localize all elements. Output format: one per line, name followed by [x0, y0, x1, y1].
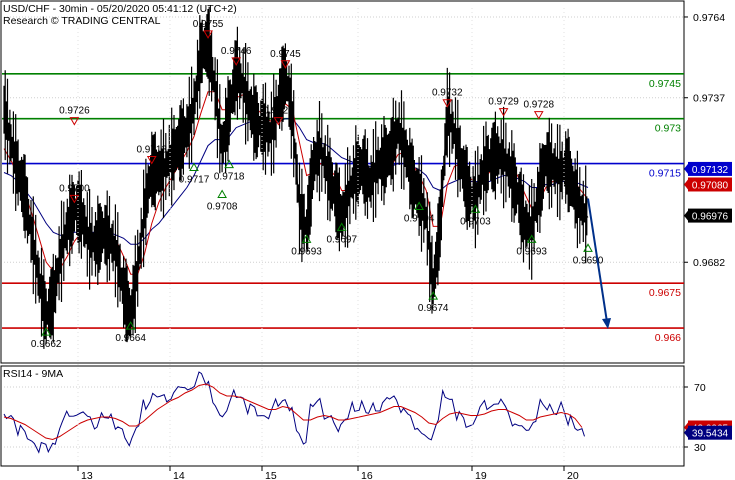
- swing-low-label: 0.9697: [326, 234, 357, 245]
- price-badge: [688, 161, 732, 176]
- swing-low-marker: [125, 321, 136, 330]
- forecast-arrow-shaft: [587, 198, 608, 323]
- swing-high-marker: [280, 60, 291, 69]
- level-label: 0.9745: [649, 78, 681, 90]
- swing-high-marker: [69, 117, 80, 126]
- rsi-tick-label: 70: [694, 382, 706, 394]
- price-series: [3, 6, 589, 349]
- price-badge-label: 0.97132: [692, 165, 729, 176]
- swing-low-label: 0.9708: [207, 201, 238, 212]
- swing-low-label: 0.9693: [291, 246, 322, 257]
- swing-low-marker: [428, 291, 439, 300]
- swing-high-label: 0.9700: [59, 183, 90, 194]
- swing-high-marker: [498, 108, 509, 117]
- swing-low-marker: [189, 162, 199, 172]
- swing-low-label: 0.9664: [115, 333, 146, 344]
- price-axis: 0.9764 0.9737 0.9682: [684, 12, 725, 269]
- date-tick-label: 15: [265, 470, 277, 480]
- swing-low-label: 0.9693: [516, 246, 547, 257]
- rsi-pane-title: RSI14 - 9MA: [3, 368, 63, 380]
- rsi-badge-label: 39.5434: [692, 429, 729, 440]
- price-tick-label: 0.9737: [693, 93, 725, 105]
- swing-high-marker: [533, 111, 544, 120]
- price-close-line: [3, 42, 589, 318]
- swing-high-marker: [273, 117, 284, 126]
- gridlines: [4, 16, 684, 263]
- level-label: 0.973: [655, 123, 681, 135]
- swing-high-label: 0.9732: [432, 88, 463, 99]
- date-tick-label: 13: [81, 470, 93, 480]
- swing-low-marker: [526, 234, 537, 243]
- rsi-badge: [688, 425, 732, 440]
- rsi-line: [3, 371, 585, 454]
- price-badge-label: 0.97080: [692, 180, 729, 191]
- rsi-badge-pointer: [684, 427, 688, 438]
- swing-high-marker: [231, 57, 242, 66]
- rsi-pane-frame: [0, 365, 685, 467]
- swing-low-label: 0.9703: [460, 216, 491, 227]
- swing-low-label: 0.9690: [573, 255, 604, 266]
- swing-low-marker: [414, 201, 424, 210]
- date-tick-label: 16: [361, 470, 373, 480]
- swing-low-marker: [301, 234, 312, 243]
- forecast-arrowhead: [602, 318, 611, 330]
- swing-high-label: 0.9745: [270, 49, 301, 60]
- chart-title: USD/CHF - 30min - 05/20/2020 05:41:12 (U…: [3, 3, 237, 15]
- price-badge-label: 0.96976: [692, 212, 729, 223]
- date-axis: 13 14 15 16 19 20: [77, 8, 579, 480]
- forecast-arrow: [587, 198, 611, 330]
- price-badge-pointer: [684, 163, 688, 174]
- price-tick-label: 0.9682: [693, 257, 725, 269]
- date-tick-label: 20: [567, 470, 579, 480]
- chart-subtitle: Research © TRADING CENTRAL: [3, 15, 161, 27]
- swing-high-marker: [146, 156, 157, 165]
- swing-low-marker: [470, 204, 481, 213]
- swing-low-marker: [583, 243, 593, 252]
- swing-low-label: 0.9704: [404, 213, 435, 224]
- level-label: 0.9715: [649, 168, 681, 180]
- rsi-pane: 703043.006539.5434: [3, 371, 732, 454]
- swing-low-marker: [224, 159, 235, 169]
- price-badge: [688, 177, 732, 192]
- rsi-tick-label: 30: [694, 442, 706, 454]
- swing-high-marker: [203, 30, 213, 39]
- swing-low-label: 0.9717: [179, 175, 210, 186]
- swing-high-label: 0.9726: [59, 106, 90, 117]
- swing-low-marker: [336, 222, 347, 231]
- swing-low-label: 0.9674: [418, 303, 449, 314]
- swing-high-label: 0.9755: [193, 19, 224, 30]
- swing-high-marker: [69, 194, 80, 204]
- date-tick-label: 19: [475, 470, 487, 480]
- level-label: 0.9675: [649, 287, 681, 299]
- price-badge: [688, 208, 732, 223]
- price-tick-label: 0.9764: [693, 12, 725, 24]
- swing-high-marker: [442, 99, 453, 108]
- price-badge-pointer: [684, 179, 688, 190]
- swing-low-label: 0.9662: [31, 339, 62, 350]
- price-pane-frame: [0, 0, 685, 364]
- price-badge-pointer: [684, 210, 688, 221]
- level-label: 0.966: [655, 332, 681, 344]
- swing-high-label: 0.9729: [488, 97, 519, 108]
- swing-high-label: 0.9726: [263, 106, 294, 117]
- swing-markers: 0.9755 0.9746 0.9745 0.9726 0.9726 0.9732 0.97…: [31, 19, 604, 350]
- swing-high-label: 0.9746: [221, 46, 252, 57]
- swing-low-label: 0.9718: [214, 172, 245, 183]
- swing-high-label: 0.9728: [523, 100, 554, 111]
- date-tick-label: 14: [173, 470, 185, 480]
- swing-low-marker: [217, 189, 227, 198]
- swing-low-marker: [41, 327, 52, 336]
- swing-high-label: 0.9713: [136, 145, 167, 156]
- price-axis-badges: 0.97132 0.97080 0.96976: [684, 161, 732, 223]
- rsi-ma-line: [3, 383, 583, 441]
